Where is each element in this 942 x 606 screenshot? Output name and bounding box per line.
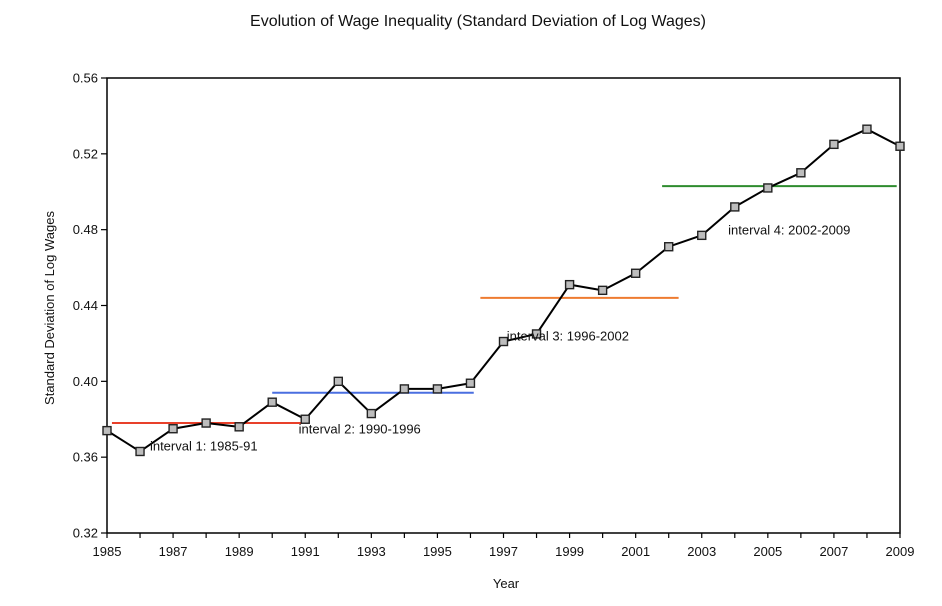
data-point-1998 <box>531 329 542 339</box>
data-point-1989 <box>234 422 244 432</box>
data-point-1992 <box>333 376 343 387</box>
x-tick-label: 1989 <box>225 544 254 559</box>
y-tick-label: 0.40 <box>73 374 98 389</box>
x-axis: 1985 1987 1989 1991 1993 1995 1997 1999 2001 2003… <box>93 533 915 559</box>
data-point-1986 <box>135 446 145 457</box>
wage-series <box>102 124 905 457</box>
data-point-1990 <box>267 397 277 407</box>
data-point-1988 <box>201 418 211 428</box>
y-tick-label: 0.36 <box>73 450 98 465</box>
data-point-2005 <box>763 183 773 193</box>
data-point-1987 <box>168 424 178 434</box>
y-tick-label: 0.52 <box>73 146 98 161</box>
data-point-1991 <box>300 414 310 424</box>
data-point-2004 <box>730 202 740 212</box>
x-tick-label: 2001 <box>621 544 650 559</box>
y-axis: 0.32 0.36 0.40 0.44 0.48 0.52 0.56 <box>73 71 107 541</box>
x-tick-label: 1991 <box>291 544 320 559</box>
data-point-1999 <box>564 279 575 290</box>
x-tick-label: 1995 <box>423 544 452 559</box>
x-tick-label: 1993 <box>357 544 386 559</box>
series-line <box>106 128 901 453</box>
y-tick-label: 0.48 <box>73 222 98 237</box>
chart-title: Evolution of Wage Inequality (Standard D… <box>250 13 706 30</box>
data-point-2006 <box>796 168 806 178</box>
interval-3-label: interval 3: 1996-2002 <box>507 329 629 344</box>
interval-2-label: interval 2: 1990-1996 <box>299 421 421 436</box>
data-point-2001 <box>630 268 641 278</box>
data-point-1993 <box>366 408 377 419</box>
data-point-1994 <box>399 384 410 394</box>
x-tick-label: 2007 <box>819 544 848 559</box>
data-point-2000 <box>597 285 608 296</box>
x-tick-label: 1997 <box>489 544 518 559</box>
x-tick-label: 1987 <box>159 544 188 559</box>
plot-frame <box>106 77 901 534</box>
x-tick-label: 2009 <box>886 544 915 559</box>
interval-1-label: interval 1: 1985-91 <box>150 439 258 454</box>
x-tick-label: 2003 <box>687 544 716 559</box>
x-axis-label: Year <box>493 576 520 591</box>
data-point-2003 <box>697 230 707 241</box>
data-point-2002 <box>664 242 674 252</box>
data-point-1985 <box>102 425 112 436</box>
interval-labels: interval 1: 1985-91 interval 2: 1990-1996… <box>150 222 850 453</box>
x-tick-label: 2005 <box>753 544 782 559</box>
y-axis-label: Standard Deviation of Log Wages <box>42 211 57 405</box>
data-point-2008 <box>862 124 872 134</box>
x-tick-label: 1985 <box>93 544 122 559</box>
data-point-1995 <box>432 384 443 394</box>
y-tick-label: 0.56 <box>73 71 98 86</box>
data-point-1997 <box>498 336 509 347</box>
data-point-2009 <box>895 141 905 151</box>
y-tick-label: 0.32 <box>73 526 98 541</box>
x-tick-label: 1999 <box>555 544 584 559</box>
interval-4-label: interval 4: 2002-2009 <box>728 222 850 237</box>
y-tick-label: 0.44 <box>73 298 98 313</box>
data-point-1996 <box>465 378 476 388</box>
data-point-2007 <box>829 139 839 150</box>
